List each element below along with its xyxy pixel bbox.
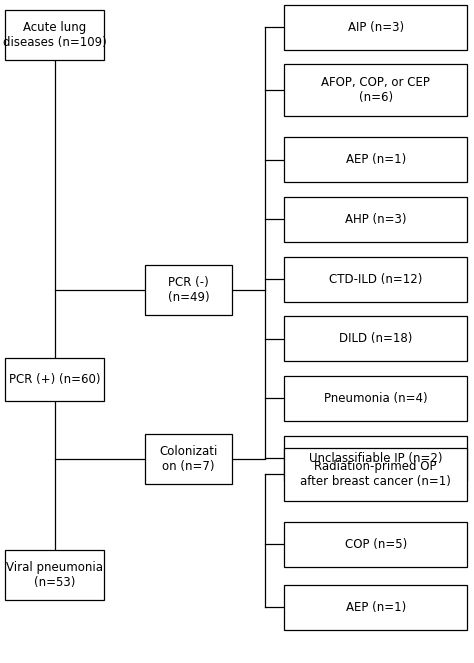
Text: CTD-ILD (n=12): CTD-ILD (n=12) — [329, 272, 422, 286]
FancyBboxPatch shape — [5, 550, 104, 600]
Text: COP (n=5): COP (n=5) — [345, 538, 407, 551]
FancyBboxPatch shape — [284, 436, 467, 481]
Text: Acute lung
diseases (n=109): Acute lung diseases (n=109) — [3, 21, 106, 49]
FancyBboxPatch shape — [284, 137, 467, 182]
Text: AEP (n=1): AEP (n=1) — [346, 601, 406, 614]
Text: Pneumonia (n=4): Pneumonia (n=4) — [324, 392, 428, 405]
FancyBboxPatch shape — [284, 585, 467, 630]
Text: AHP (n=3): AHP (n=3) — [345, 213, 406, 226]
Text: Viral pneumonia
(n=53): Viral pneumonia (n=53) — [6, 561, 103, 589]
FancyBboxPatch shape — [284, 257, 467, 302]
Text: PCR (+) (n=60): PCR (+) (n=60) — [9, 373, 100, 386]
FancyBboxPatch shape — [284, 316, 467, 361]
Text: AIP (n=3): AIP (n=3) — [347, 21, 404, 34]
FancyBboxPatch shape — [284, 522, 467, 567]
FancyBboxPatch shape — [5, 10, 104, 60]
FancyBboxPatch shape — [284, 64, 467, 116]
FancyBboxPatch shape — [284, 448, 467, 501]
Text: AEP (n=1): AEP (n=1) — [346, 153, 406, 166]
Text: Colonizati
on (n=7): Colonizati on (n=7) — [159, 445, 218, 473]
FancyBboxPatch shape — [145, 265, 232, 315]
Text: PCR (-)
(n=49): PCR (-) (n=49) — [168, 276, 209, 304]
Text: DILD (n=18): DILD (n=18) — [339, 332, 412, 345]
FancyBboxPatch shape — [284, 376, 467, 421]
Text: Unclassifiable IP (n=2): Unclassifiable IP (n=2) — [309, 452, 442, 465]
FancyBboxPatch shape — [284, 197, 467, 242]
Text: AFOP, COP, or CEP
(n=6): AFOP, COP, or CEP (n=6) — [321, 76, 430, 104]
FancyBboxPatch shape — [284, 5, 467, 50]
FancyBboxPatch shape — [5, 358, 104, 401]
FancyBboxPatch shape — [145, 434, 232, 484]
Text: Radiation-primed OP
after breast cancer (n=1): Radiation-primed OP after breast cancer … — [300, 460, 451, 488]
